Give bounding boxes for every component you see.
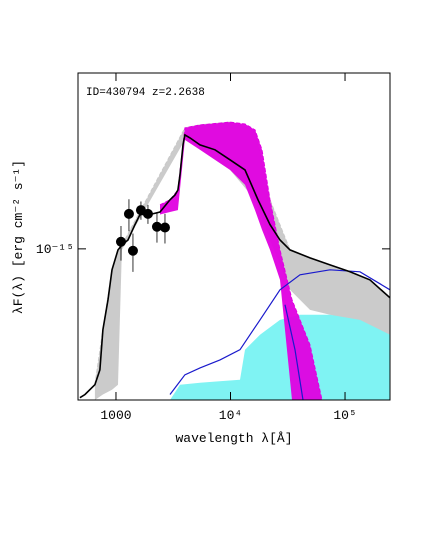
x-axis-label: wavelength λ[Å] xyxy=(175,431,292,446)
y-tick-label: 10⁻¹⁵ xyxy=(36,242,74,257)
data-point xyxy=(123,208,134,219)
line xyxy=(284,304,304,400)
band xyxy=(160,122,322,400)
plot-frame xyxy=(77,72,391,401)
y-axis-label: λF(λ) [erg cm⁻² s⁻¹] xyxy=(11,160,26,314)
data-point xyxy=(159,222,170,233)
data-point xyxy=(151,221,162,232)
area xyxy=(170,314,390,400)
x-tick-label: 10⁵ xyxy=(333,408,356,423)
line xyxy=(169,269,390,395)
annotation: ID=430794 z=2.2638 xyxy=(86,87,205,99)
x-tick-label: 1000 xyxy=(100,408,131,423)
plot-area xyxy=(79,121,390,400)
x-tick-label: 10⁴ xyxy=(219,408,242,423)
data-point xyxy=(142,208,153,219)
data-point xyxy=(115,236,126,247)
data-point xyxy=(127,245,138,256)
line xyxy=(79,133,390,399)
